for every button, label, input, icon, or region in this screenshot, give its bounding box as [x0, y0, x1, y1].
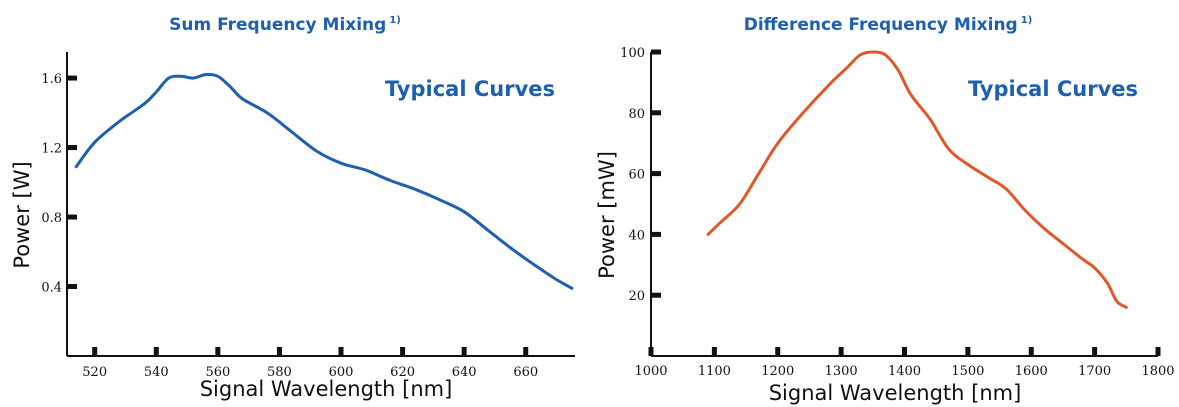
x-tick-label: 1800: [1141, 364, 1174, 379]
typical-curves-label-diff: Typical Curves: [968, 77, 1138, 101]
x-tick-mark: [215, 347, 221, 356]
ticks-diff: 1000 1100 1200 1300 1400 1500 1600 1700 1800 20 40…: [620, 46, 1174, 379]
y-tick-label: 40: [628, 228, 645, 243]
series-line-sum: [74, 72, 574, 290]
x-axis-label-diff: Signal Wavelength [nm]: [769, 381, 1022, 405]
difference-frequency-chart: Difference Frequency Mixing 1) Typical Cu…: [595, 15, 1175, 405]
y-tick-label: 1.6: [41, 72, 62, 87]
y-axis-label-diff: Power [mW]: [595, 151, 619, 279]
y-tick-label: 0.4: [41, 281, 62, 296]
series-line-diff: [706, 50, 1128, 309]
x-tick-mark: [1028, 347, 1034, 356]
sum-frequency-chart: Sum Frequency Mixing 1) Typical Curves 52…: [10, 15, 575, 401]
x-tick-label: 1500: [951, 364, 984, 379]
x-tick-label: 1300: [825, 364, 858, 379]
x-tick-label: 620: [390, 365, 415, 380]
x-tick-mark: [711, 347, 717, 356]
x-tick-mark: [1092, 347, 1098, 356]
y-tick-label: 1.2: [41, 142, 62, 157]
y-tick-label: 20: [628, 289, 645, 304]
x-tick-label: 640: [452, 365, 477, 380]
x-axis-label-sum: Signal Wavelength [nm]: [200, 377, 453, 401]
x-tick-mark: [902, 347, 907, 356]
x-tick-label: 1000: [634, 364, 667, 379]
x-tick-label: 1600: [1015, 364, 1048, 379]
x-tick-mark: [153, 347, 159, 356]
x-tick-mark: [461, 347, 467, 356]
x-tick-mark: [648, 347, 654, 356]
x-tick-label: 580: [267, 365, 292, 380]
x-tick-mark: [775, 347, 781, 356]
y-tick-label: 80: [628, 107, 645, 122]
chart-title-diff: Difference Frequency Mixing 1): [744, 15, 1033, 35]
chart-title-sum-text: Sum Frequency Mixing: [169, 15, 386, 35]
x-tick-mark: [838, 347, 844, 356]
y-tick-mark: [67, 284, 77, 290]
x-tick-label: 600: [329, 365, 354, 380]
x-tick-label: 1700: [1078, 364, 1111, 379]
y-tick-label: 0.8: [41, 211, 62, 226]
y-tick-mark: [651, 292, 661, 298]
y-tick-label: 60: [628, 168, 645, 183]
x-tick-mark: [338, 347, 344, 356]
chart-title-diff-superscript: 1): [1021, 15, 1033, 26]
x-tick-mark: [965, 347, 971, 356]
chart-title-diff-text: Difference Frequency Mixing: [744, 15, 1018, 35]
y-tick-mark: [651, 171, 661, 177]
x-tick-label: 660: [513, 365, 538, 380]
y-tick-mark: [651, 231, 661, 237]
chart-title-sum-superscript: 1): [389, 15, 401, 26]
typical-curves-label-sum: Typical Curves: [385, 77, 555, 101]
y-tick-mark: [651, 49, 661, 55]
ticks-sum: 520 540 560 580 600 620 640 660 0.4 0.8 1.2 1.6: [41, 72, 538, 380]
x-tick-mark: [400, 347, 406, 356]
x-tick-label: 1400: [888, 364, 921, 379]
y-tick-mark: [651, 110, 661, 116]
x-tick-mark: [92, 347, 98, 356]
y-tick-mark: [67, 75, 77, 81]
x-tick-mark: [276, 347, 282, 356]
x-tick-label: 1100: [698, 364, 731, 379]
y-tick-mark: [67, 145, 77, 151]
x-tick-mark: [1155, 347, 1161, 356]
chart-title-sum: Sum Frequency Mixing 1): [169, 15, 401, 35]
x-tick-label: 560: [205, 365, 230, 380]
y-tick-label: 100: [620, 46, 645, 61]
x-tick-label: 1200: [761, 364, 794, 379]
y-axis-label-sum: Power [W]: [10, 161, 34, 268]
x-tick-label: 520: [82, 365, 107, 380]
x-tick-label: 540: [144, 365, 169, 380]
y-tick-mark: [67, 214, 77, 220]
x-tick-mark: [523, 347, 529, 356]
